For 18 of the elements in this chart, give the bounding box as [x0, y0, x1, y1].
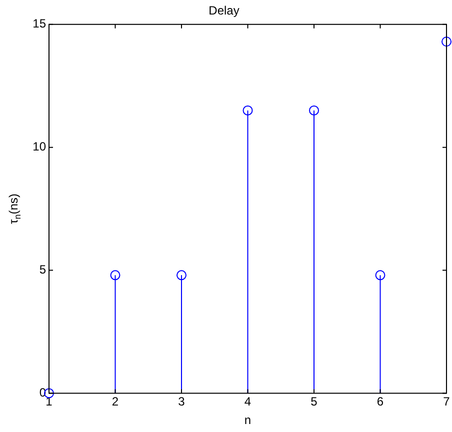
- y-tick-label: 10: [32, 140, 46, 154]
- y-tick-label: 15: [32, 16, 46, 31]
- point: [375, 270, 386, 280]
- x-tick-label: 2: [112, 394, 119, 409]
- point: [442, 36, 452, 47]
- x-tick-label: 4: [244, 394, 252, 409]
- point: [242, 105, 253, 116]
- x-tick-label: 7: [443, 394, 450, 409]
- chart-title: Delay: [208, 4, 240, 18]
- y-axis-title: τn(ns): [6, 194, 22, 224]
- x-tick-label: 5: [310, 394, 318, 409]
- point: [176, 270, 186, 280]
- point: [309, 105, 319, 116]
- x-tick-label: 6: [376, 394, 384, 409]
- x-axis-title: n: [244, 413, 252, 428]
- point: [110, 270, 120, 280]
- y-tick-label: 5: [39, 262, 46, 277]
- x-tick-label: 3: [178, 394, 186, 409]
